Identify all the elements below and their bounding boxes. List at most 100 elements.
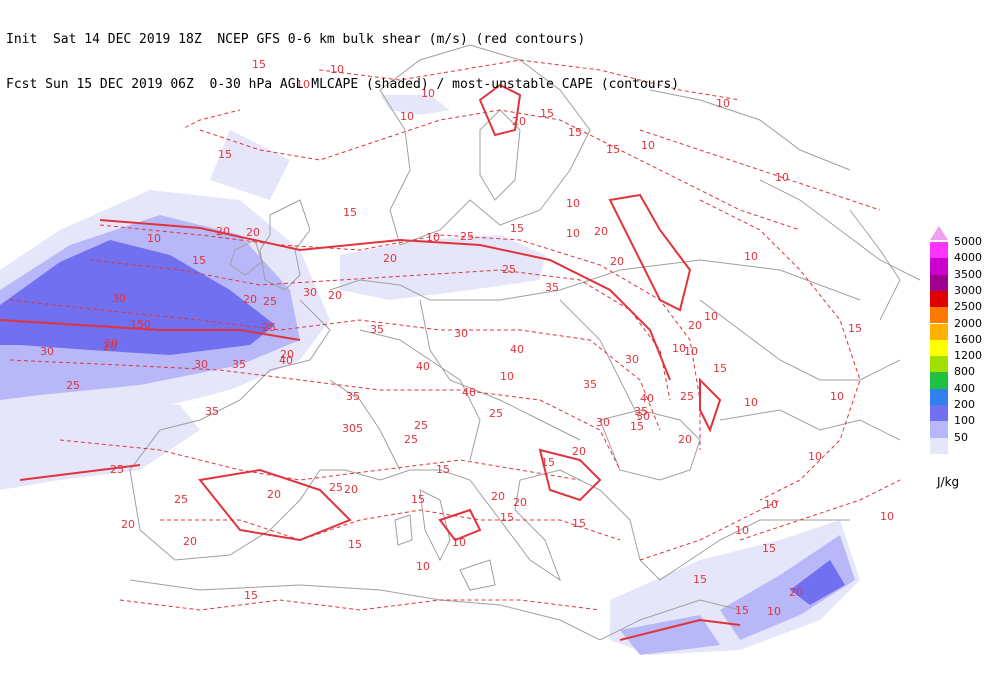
shear-contours xyxy=(9,59,901,611)
shear-contour-label: 10 xyxy=(880,510,894,523)
shear-contour-label: 20 xyxy=(610,255,624,268)
shear-contour-label: 10 xyxy=(744,250,758,263)
legend-swatch xyxy=(930,339,948,357)
shear-contour-label: 10 xyxy=(566,197,580,210)
shear-contour-label: 40 xyxy=(640,392,654,405)
legend-swatch xyxy=(930,437,948,454)
shear-contour-label: 15 xyxy=(572,517,586,530)
shear-contour-label: 10 xyxy=(566,227,580,240)
shear-contour-label: 15 xyxy=(541,456,555,469)
legend-level: 4000 xyxy=(928,252,998,275)
shear-contour-label: 10 xyxy=(452,536,466,549)
shear-contour-label: 10 xyxy=(704,310,718,323)
shear-contour-label: 35 xyxy=(583,378,597,391)
shear-contour-label: 10 xyxy=(641,139,655,152)
shear-contour-label: 15 xyxy=(848,322,862,335)
legend-label: 200 xyxy=(954,398,975,411)
shear-contour-label: 25 xyxy=(110,463,124,476)
legend-swatch xyxy=(930,242,948,259)
shear-contour-label: 15 xyxy=(540,107,554,120)
shear-contour-label: 10 xyxy=(764,498,778,511)
legend-label: 100 xyxy=(954,414,975,428)
legend-level: 1600 xyxy=(928,333,998,357)
shear-contour-label: 40 xyxy=(279,354,293,367)
legend-swatch xyxy=(930,323,948,340)
cape-scandinavia-light xyxy=(380,95,450,115)
shear-contour-label: 35 xyxy=(205,405,219,418)
legend-label: 3000 xyxy=(954,283,982,297)
shear-contour-label: 25 xyxy=(460,230,474,243)
legend-swatch xyxy=(930,274,948,291)
legend-swatch xyxy=(930,372,948,389)
shear-contour-label: 15 xyxy=(510,222,524,235)
legend-level: 2000 xyxy=(928,317,998,340)
shear-contour-label: 20 xyxy=(688,319,702,332)
legend-level: 100 xyxy=(928,415,998,438)
shear-contour-label: 25 xyxy=(329,481,343,494)
shear-contour-label: 30 xyxy=(636,410,650,423)
shear-contour-label: 20 xyxy=(121,518,135,531)
shear-contour-label: 10 xyxy=(400,110,414,123)
shear-contour-label: 35 xyxy=(346,390,360,403)
shear-contour-label: 10 xyxy=(147,232,161,245)
shear-contour-label: 20 xyxy=(789,586,803,599)
shear-contour-label: 25 xyxy=(263,295,277,308)
shear-contour-label: 20 xyxy=(243,293,257,306)
shear-contour-label: 15 xyxy=(693,573,707,586)
shear-contour-label: 30 xyxy=(112,292,126,305)
shear-contour-label: 35 xyxy=(232,358,246,371)
legend-label: 800 xyxy=(954,365,975,379)
shear-contour-label: 305 xyxy=(342,422,363,435)
shear-contour-label: 10 xyxy=(775,171,789,184)
shear-contour-label: 20 xyxy=(678,433,692,446)
shear-contour-label: 10 xyxy=(426,231,440,244)
shear-contour-label: 25 xyxy=(502,263,516,276)
shear-contour-label: 10 xyxy=(330,63,344,76)
shear-contour-label: 20 xyxy=(280,348,294,361)
shear-contour-label: 25 xyxy=(262,321,276,334)
legend-swatch xyxy=(930,421,948,438)
legend-label: 5000 xyxy=(954,235,982,248)
shear-contour-label: 35 xyxy=(634,405,648,418)
shear-contour-label: 10 xyxy=(684,345,698,358)
legend-level: 400 xyxy=(928,382,998,405)
shear-contour-label: 15 xyxy=(436,463,450,476)
shear-contour-label: 20 xyxy=(572,445,586,458)
shear-contour-label: 30 xyxy=(40,345,54,358)
cape-shading xyxy=(0,95,860,655)
shear-contour-label: 10 xyxy=(416,560,430,573)
shear-contour-label: 20 xyxy=(183,535,197,548)
shear-contour-label: 10 xyxy=(767,605,781,618)
legend-level: 800 xyxy=(928,366,998,389)
legend-level: 1200 xyxy=(928,350,998,373)
shear-contour-label: 40 xyxy=(510,343,524,356)
cape-iberia-light xyxy=(0,400,200,490)
shear-contour-label: 35 xyxy=(545,281,559,294)
legend-overflow-tip xyxy=(930,226,948,240)
shear-contour-label: 25 xyxy=(174,493,188,506)
legend-level: 3000 xyxy=(928,284,998,308)
shear-contour-label: 10 xyxy=(421,87,435,100)
shear-contour-label: 10 xyxy=(744,396,758,409)
cape-east-med-200 xyxy=(790,560,845,605)
legend-label: 3500 xyxy=(954,267,982,281)
shear-contour-label: 15 xyxy=(568,126,582,139)
shear-contour-label: 25 xyxy=(414,419,428,432)
shear-contour-label: 15 xyxy=(713,362,727,375)
legend-swatch xyxy=(930,388,948,405)
shear-contour-label: 30 xyxy=(596,416,610,429)
shear-contour-label: 25 xyxy=(404,433,418,446)
shear-contour-label: 15 xyxy=(348,538,362,551)
legend-label: 50 xyxy=(954,430,968,444)
legend-label: 1600 xyxy=(954,332,982,346)
shear-contour-label: 20 xyxy=(491,490,505,503)
shear-contour-label: 40 xyxy=(462,386,476,399)
shear-contour-label: 15 xyxy=(252,58,266,71)
shear-contour-label: 20 xyxy=(104,337,118,350)
shear-contour-label: 20 xyxy=(594,225,608,238)
shear-contour-label: 20 xyxy=(344,483,358,496)
header-line-init: Init Sat 14 DEC 2019 18Z NCEP GFS 0-6 km… xyxy=(6,32,586,47)
shear-contour-label: 20 xyxy=(513,496,527,509)
shear-contour-label: 10 xyxy=(296,78,310,91)
cape-atlantic-200 xyxy=(0,240,275,355)
